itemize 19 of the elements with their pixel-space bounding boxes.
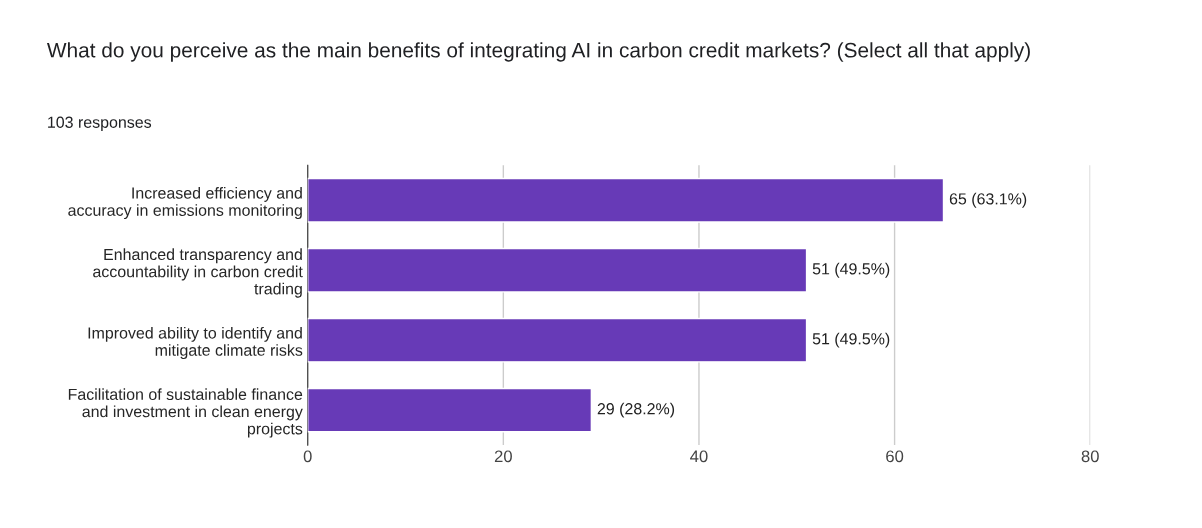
- x-tick-label: 40: [690, 450, 708, 463]
- y-tick-label: Facilitation of sustainable finance and investment in clean energy projects: [68, 388, 303, 438]
- bar: [307, 387, 593, 433]
- y-tick-label: Improved ability to identify and mitigate climate risks: [88, 326, 303, 360]
- x-tick-label: 80: [1081, 450, 1099, 463]
- x-tick-label: 60: [886, 450, 904, 463]
- data-label: 51 (49.5%): [812, 332, 890, 348]
- data-label: 29 (28.2%): [597, 402, 675, 418]
- bar: [307, 317, 808, 363]
- data-label: 65 (63.1%): [949, 192, 1027, 208]
- data-label: 51 (49.5%): [812, 262, 890, 278]
- y-tick-label: Increased efficiency and accuracy in emissions monitoring: [68, 187, 302, 220]
- text: 103 responses: [48, 116, 152, 132]
- chart-title: What do you perceive as the main benefits of integrating AI in carbon credit markets? (Select all that apply): [46, 42, 1030, 62]
- x-tick-label: 20: [494, 450, 512, 463]
- y-tick-label: Enhanced transparency and accountability in carbon credit trading: [93, 248, 303, 298]
- bar: [307, 247, 808, 293]
- bar: [307, 177, 945, 223]
- x-tick-label: 0: [303, 450, 312, 463]
